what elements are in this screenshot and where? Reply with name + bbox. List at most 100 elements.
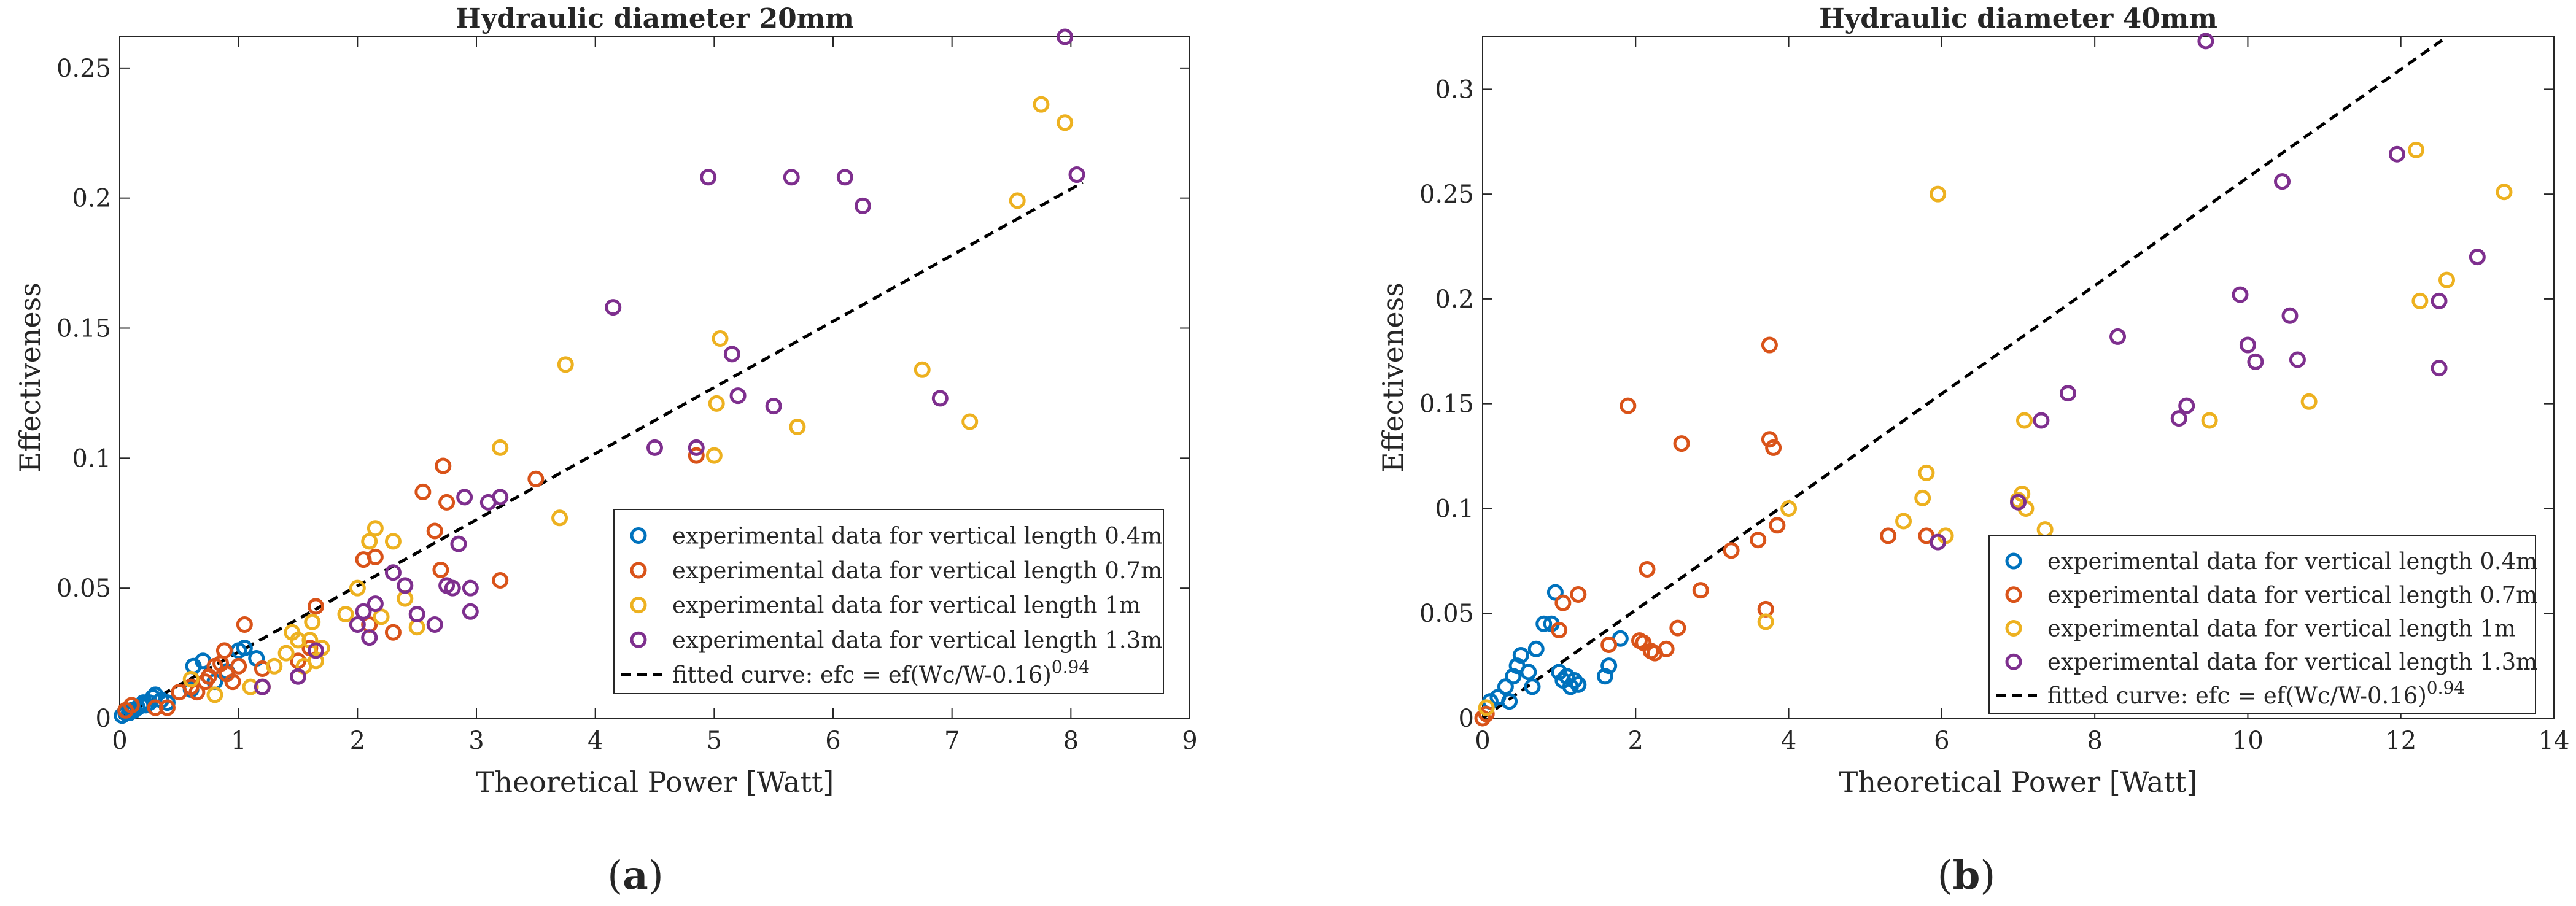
data-point	[1554, 594, 1572, 611]
legend-marker	[630, 597, 647, 614]
y-tick-label: 0.15	[1419, 390, 1474, 419]
legend-marker	[2005, 586, 2022, 603]
data-point	[1600, 636, 1618, 653]
data-point	[1639, 561, 1656, 578]
legend-label: experimental data for vertical length 1m	[672, 592, 1141, 619]
series-0	[1481, 584, 1629, 710]
legend-box	[1988, 535, 2536, 714]
legend-label: experimental data for vertical length 1.…	[672, 627, 1162, 653]
data-point	[444, 579, 461, 597]
data-point	[492, 571, 509, 589]
data-point	[2201, 412, 2218, 429]
data-point	[361, 533, 378, 550]
x-tick-label: 1	[231, 727, 246, 755]
data-point	[1761, 431, 1778, 448]
data-point	[373, 608, 390, 625]
caption-close: )	[648, 853, 664, 899]
data-point	[492, 439, 509, 456]
data-point	[2178, 397, 2195, 414]
data-point	[304, 613, 321, 630]
x-tick-label: 4	[1781, 727, 1796, 755]
data-point	[1692, 582, 1709, 599]
legend-fitted-label: fitted curve: efc = ef(Wc/W-0.16)0.94	[2047, 678, 2465, 709]
data-point	[1930, 185, 1947, 203]
data-point	[1478, 705, 1495, 722]
data-point	[367, 595, 384, 613]
legend-label: experimental data for vertical length 0.…	[672, 557, 1162, 584]
data-point	[1068, 166, 1085, 184]
data-point	[1570, 676, 1587, 693]
data-point	[308, 598, 325, 615]
legend-marker	[630, 631, 647, 648]
data-point	[188, 684, 206, 701]
data-point	[712, 330, 729, 347]
data-point	[765, 398, 782, 415]
x-axis-label: Theoretical Power [Watt]	[1839, 765, 2198, 799]
data-point	[254, 678, 271, 695]
series-2	[1478, 141, 2513, 716]
data-point	[2496, 184, 2513, 201]
data-point	[206, 686, 223, 703]
series-3	[1930, 33, 2486, 551]
chart-title: Hydraulic diameter 20mm	[456, 3, 854, 34]
data-point	[2431, 360, 2448, 377]
y-tick-label: 0.25	[56, 55, 111, 83]
data-point	[1620, 397, 1637, 414]
x-tick-label: 4	[588, 727, 603, 755]
data-point	[384, 624, 402, 641]
x-tick-label: 2	[1628, 727, 1643, 755]
legend-label: experimental data for vertical length 1.…	[2047, 649, 2537, 675]
caption-open: (	[1938, 853, 1953, 899]
data-point	[2239, 336, 2256, 354]
data-point	[705, 447, 723, 464]
legend-label: experimental data for vertical length 0.…	[2047, 548, 2537, 575]
data-point	[2469, 249, 2486, 266]
data-point	[1033, 96, 1050, 113]
data-point	[1930, 533, 1947, 551]
data-point	[700, 169, 717, 186]
data-point	[2014, 486, 2031, 503]
data-point	[384, 564, 402, 581]
data-point	[290, 632, 306, 649]
data-point	[1757, 613, 1774, 630]
data-point	[789, 418, 806, 435]
data-point	[397, 577, 414, 594]
data-point	[557, 356, 574, 373]
data-point	[367, 520, 384, 537]
legend-fitted-label: fitted curve: efc = ef(Wc/W-0.16)0.94	[672, 657, 1090, 688]
data-point	[2411, 292, 2429, 309]
data-point	[224, 673, 241, 691]
legend-label: experimental data for vertical length 0.…	[672, 522, 1162, 549]
data-point	[432, 562, 449, 579]
chart-panel-b: Hydraulic diameter 40mm 0 2 4 6 8 10 12 14 0 0.05 0…	[1376, 3, 2569, 899]
data-point	[2170, 410, 2187, 427]
legend-label: experimental data for vertical length 0.…	[2047, 582, 2537, 608]
data-point	[1546, 584, 1564, 601]
data-point	[2247, 353, 2264, 370]
data-point	[1750, 532, 1767, 549]
data-point	[1512, 647, 1529, 664]
data-point	[688, 447, 705, 464]
y-tick-label: 0	[96, 705, 111, 733]
data-point	[1769, 517, 1786, 534]
data-point	[1918, 464, 1935, 481]
data-point	[931, 390, 949, 407]
legend: experimental data for vertical length 0.…	[613, 509, 1164, 694]
data-point	[1501, 693, 1518, 710]
data-point	[1009, 192, 1026, 209]
data-point	[723, 346, 740, 363]
x-tick-label: 2	[350, 727, 365, 755]
data-point	[1057, 28, 1074, 45]
legend: experimental data for vertical length 0.…	[1988, 535, 2537, 714]
data-point	[2060, 385, 2077, 402]
legend-marker	[2005, 619, 2022, 637]
data-point	[551, 509, 568, 527]
series-1	[117, 447, 705, 719]
x-tick-label: 6	[1934, 727, 1949, 755]
data-point	[2015, 412, 2033, 429]
fitted-curve-line	[118, 181, 1084, 720]
data-point	[236, 640, 253, 657]
y-tick-label: 0.2	[72, 185, 111, 213]
data-point	[1765, 439, 1782, 456]
